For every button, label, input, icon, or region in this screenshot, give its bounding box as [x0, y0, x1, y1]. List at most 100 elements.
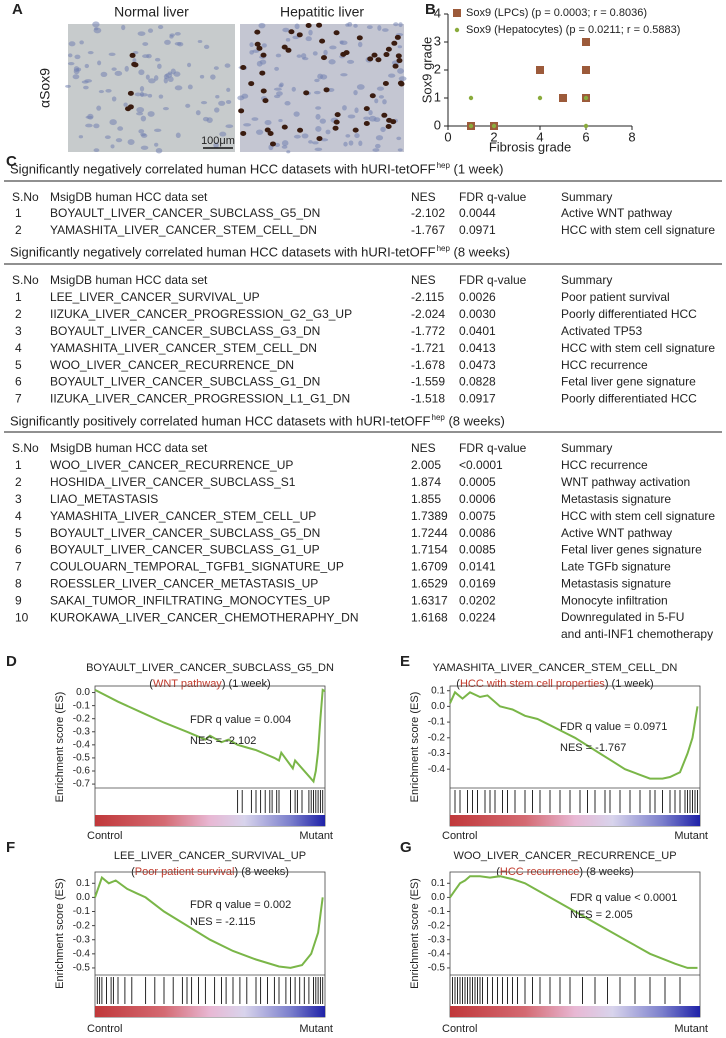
nucleus — [147, 28, 154, 33]
y-tick-label: -0.2 — [73, 920, 91, 931]
subtitle-part: ) (1 week) — [222, 678, 271, 690]
y-tick-label: 0.1 — [76, 878, 90, 889]
nucleus — [249, 42, 254, 48]
y-tick-label: -0.1 — [73, 700, 91, 711]
sox9-nucleus — [333, 119, 340, 125]
nucleus — [252, 49, 260, 53]
nucleus — [68, 53, 73, 58]
sox9-nucleus — [269, 141, 276, 147]
nucleus — [315, 113, 321, 120]
table-cell: BOYAULT_LIVER_CANCER_SUBCLASS_G5_DN — [50, 206, 320, 220]
point — [536, 66, 544, 74]
nucleus — [124, 65, 129, 72]
nucleus — [358, 140, 363, 147]
nucleus — [329, 45, 337, 50]
panel-label: E — [400, 653, 410, 670]
plot-subtitle: (WNT pathway) (1 week) — [149, 678, 270, 690]
table-cell: WOO_LIVER_CANCER_RECURRENCE_DN — [50, 358, 294, 372]
table-header: FDR q-value — [459, 273, 527, 287]
nucleus — [158, 94, 164, 99]
legend-label: Sox9 (LPCs) (p = 0.0003; r = 0.8036) — [466, 7, 647, 19]
nucleus — [325, 129, 331, 135]
table-cell: 9 — [15, 593, 22, 607]
y-tick-label: 4 — [434, 5, 441, 20]
nucleus — [397, 68, 404, 74]
table-cell: YAMASHITA_LIVER_CANCER_STEM_CELL_DN — [50, 341, 317, 355]
y-tick-label: -0.5 — [73, 963, 91, 974]
y-tick-label: -0.2 — [73, 713, 91, 724]
nucleus — [154, 128, 162, 133]
nucleus — [114, 70, 123, 76]
nucleus — [92, 21, 100, 28]
nucleus — [312, 141, 319, 145]
nucleus — [281, 140, 289, 147]
table-header: NES — [411, 190, 436, 204]
nucleus — [79, 40, 84, 45]
nucleus — [174, 31, 181, 36]
sox9-nucleus — [240, 130, 247, 136]
nucleus — [174, 85, 183, 91]
y-tick-label: -0.4 — [428, 948, 446, 959]
table-cell: -2.024 — [411, 307, 445, 321]
nucleus — [378, 95, 385, 99]
annotation: NES = 2.005 — [570, 909, 633, 921]
nucleus — [393, 22, 399, 27]
table-title: Significantly negatively correlated huma… — [10, 244, 436, 259]
table-cell: WOO_LIVER_CANCER_RECURRENCE_UP — [50, 458, 293, 472]
table-cell: 0.0005 — [459, 475, 496, 489]
nucleus — [375, 143, 381, 149]
table-cell: 0.0413 — [459, 341, 496, 355]
nucleus — [109, 119, 117, 126]
sox9-nucleus — [367, 56, 374, 62]
table-cell: Fetal liver gene signature — [561, 375, 696, 389]
table-cell: 0.0044 — [459, 206, 496, 220]
nucleus — [175, 132, 181, 139]
x-tick-label: 2 — [490, 129, 497, 144]
table-cell: BOYAULT_LIVER_CANCER_SUBCLASS_G1_DN — [50, 375, 320, 389]
table-cell: HCC with stem cell signature — [561, 509, 715, 523]
nucleus — [293, 134, 301, 139]
nucleus — [366, 25, 373, 30]
table-cell: Poorly differentiated HCC — [561, 307, 697, 321]
table-cell: 0.0473 — [459, 358, 496, 372]
stain-label: αSox9 — [37, 68, 53, 108]
x-tick-label: 6 — [582, 129, 589, 144]
table-cell: 4 — [15, 341, 22, 355]
nucleus — [380, 126, 386, 133]
nucleus — [200, 101, 208, 105]
table-title-suffix: (1 week) — [450, 161, 503, 176]
y-tick-label: -0.5 — [73, 753, 91, 764]
table-cell: 2.005 — [411, 458, 441, 472]
table-cell: 0.0401 — [459, 324, 496, 338]
sox9-nucleus — [333, 30, 340, 36]
nucleus — [278, 84, 283, 88]
panel-label: D — [6, 653, 17, 670]
table-cell: 1.6168 — [411, 610, 448, 624]
sox9-nucleus — [254, 41, 261, 47]
nucleus — [375, 135, 384, 141]
y-tick-label: -0.4 — [428, 764, 446, 775]
sox9-nucleus — [356, 35, 363, 41]
nucleus — [206, 117, 213, 124]
nucleus — [396, 136, 402, 141]
table-cell: BOYAULT_LIVER_CANCER_SUBCLASS_G3_DN — [50, 324, 320, 338]
table-cell: 7 — [15, 392, 22, 406]
sox9-nucleus — [259, 70, 266, 76]
nucleus — [213, 142, 219, 149]
nucleus — [111, 96, 117, 102]
sox9-nucleus — [132, 62, 139, 68]
nucleus — [84, 63, 90, 69]
nucleus — [72, 74, 80, 80]
rank-bar — [450, 815, 700, 826]
nucleus — [147, 93, 153, 98]
x-axis-label: Fibrosis grade — [489, 139, 571, 154]
sox9-nucleus — [254, 29, 261, 35]
table-title-sup: hep — [432, 413, 446, 422]
nucleus — [354, 133, 360, 139]
nucleus — [264, 120, 272, 126]
table-cell: 0.0030 — [459, 307, 496, 321]
table-cell: Active WNT pathway — [561, 206, 672, 220]
nucleus — [140, 115, 147, 122]
subtitle-part: ( — [149, 678, 153, 690]
nucleus — [308, 29, 313, 36]
